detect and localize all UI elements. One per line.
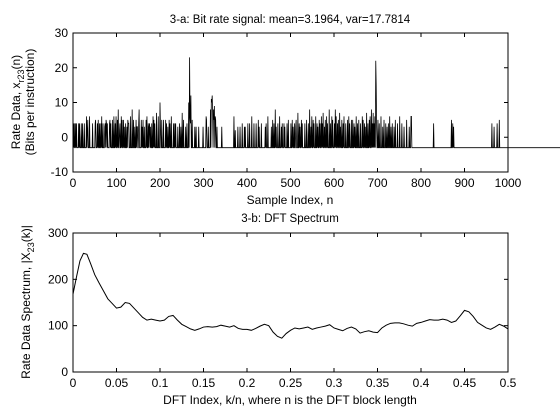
plot-3a: 3-a: Bit rate signal: mean=3.1964, var=1…: [9, 14, 560, 207]
plot-3a-xlabel: Sample Index, n: [247, 193, 334, 207]
plot-3a-y-tick-label: 30: [55, 26, 69, 40]
plot-3b-x-tick-label: 0.25: [279, 376, 303, 390]
plot-3a-axes-box: [72, 32, 509, 173]
plot-3b-x-tick-label: 0.05: [105, 376, 129, 390]
plot-3b-y-tick-label: 100: [48, 319, 68, 333]
plot-3a-ylabel-main: Rate Data, x: [9, 82, 23, 149]
plot-3a-x-tick-label: 0: [70, 176, 77, 190]
plot-3b-series-line: [72, 252, 509, 339]
plot-3a-y-tick-label: -10: [51, 165, 69, 179]
plot-3a-y-tick-labels: -10 0 10 20 30: [51, 26, 69, 179]
plot-3b-y-tick-labels: 0 100 200 300: [48, 226, 68, 379]
plot-3a-x-tick-label: 500: [280, 176, 300, 190]
plot-3a-ylabel-line2: (Bits per instruction): [23, 49, 37, 156]
plot-3b-ylabel-tail: (k)|: [19, 225, 33, 242]
plot-3a-x-tick-label: 700: [367, 176, 387, 190]
plot-3b-x-tick-label: 0.35: [366, 376, 390, 390]
plot-3a-y-tick-label: 0: [61, 130, 68, 144]
plot-3b-y-tick-label: 300: [48, 226, 68, 240]
plot-3b-x-tick-label: 0.3: [326, 376, 343, 390]
plot-3b-axes-box: [72, 232, 509, 373]
plot-3b-ylabel-main: Rate Data Spectrum, |X: [19, 252, 33, 379]
plot-3b-x-tick-label: 0.45: [453, 376, 477, 390]
plot-3a-x-tick-label: 200: [150, 176, 170, 190]
plot-3a-y-tick-label: 10: [55, 96, 69, 110]
plot-3a-x-tick-label: 800: [411, 176, 431, 190]
svg-text:Rate Data, xr23(n): Rate Data, xr23(n): [9, 55, 26, 149]
plot-3b-x-tick-label: 0.2: [239, 376, 256, 390]
plot-3b-y-tick-label: 0: [61, 365, 68, 379]
plot-3a-ylabel: Rate Data, xr23(n) (Bits per instruction…: [9, 49, 37, 156]
plot-3b-ylabel-sub: 23: [26, 242, 36, 252]
plot-3b-x-tick-labels: 0 0.05 0.1 0.15 0.2 0.25 0.3 0.35 0.4 0.45 0.5: [70, 376, 517, 390]
plot-3a-x-tick-labels: 0 100 200 300 400 500 600 700 800 900 1000: [70, 176, 522, 190]
plot-3a-ylabel-tail: (n): [9, 55, 23, 70]
plot-3b-x-tick-label: 0.15: [192, 376, 216, 390]
plot-3b-ticks: [72, 232, 509, 373]
plot-3a-series-line: [72, 57, 560, 149]
plot-3b-x-tick-label: 0.5: [500, 376, 517, 390]
plot-3b-x-tick-label: 0: [70, 376, 77, 390]
plot-3a-title: 3-a: Bit rate signal: mean=3.1964, var=1…: [170, 14, 411, 26]
svg-text:Rate Data Spectrum, |X23(k)|: Rate Data Spectrum, |X23(k)|: [19, 225, 36, 379]
plot-3a-x-tick-label: 100: [106, 176, 126, 190]
plot-3a-ylabel-sub: r23: [16, 69, 26, 82]
plot-3a-x-tick-label: 900: [454, 176, 474, 190]
plot-3b-xlabel: DFT Index, k/n, where n is the DFT block…: [163, 393, 417, 407]
plot-3a-x-tick-label: 600: [324, 176, 344, 190]
plot-3b-x-tick-label: 0.1: [152, 376, 169, 390]
plot-3b: 3-b: DFT Spectrum 0 0.05 0.1 0.15 0.2 0.25 0.3…: [19, 213, 517, 407]
plot-3b-title: 3-b: DFT Spectrum: [241, 213, 339, 225]
plot-3b-ylabel: Rate Data Spectrum, |X23(k)|: [19, 225, 36, 379]
plot-3a-x-tick-label: 300: [193, 176, 213, 190]
plot-3b-y-tick-label: 200: [48, 272, 68, 286]
plot-3b-x-tick-label: 0.4: [413, 376, 430, 390]
plot-3a-y-tick-label: 20: [55, 61, 69, 75]
plot-3a-x-tick-label: 1000: [495, 176, 522, 190]
plot-3a-x-tick-label: 400: [237, 176, 257, 190]
